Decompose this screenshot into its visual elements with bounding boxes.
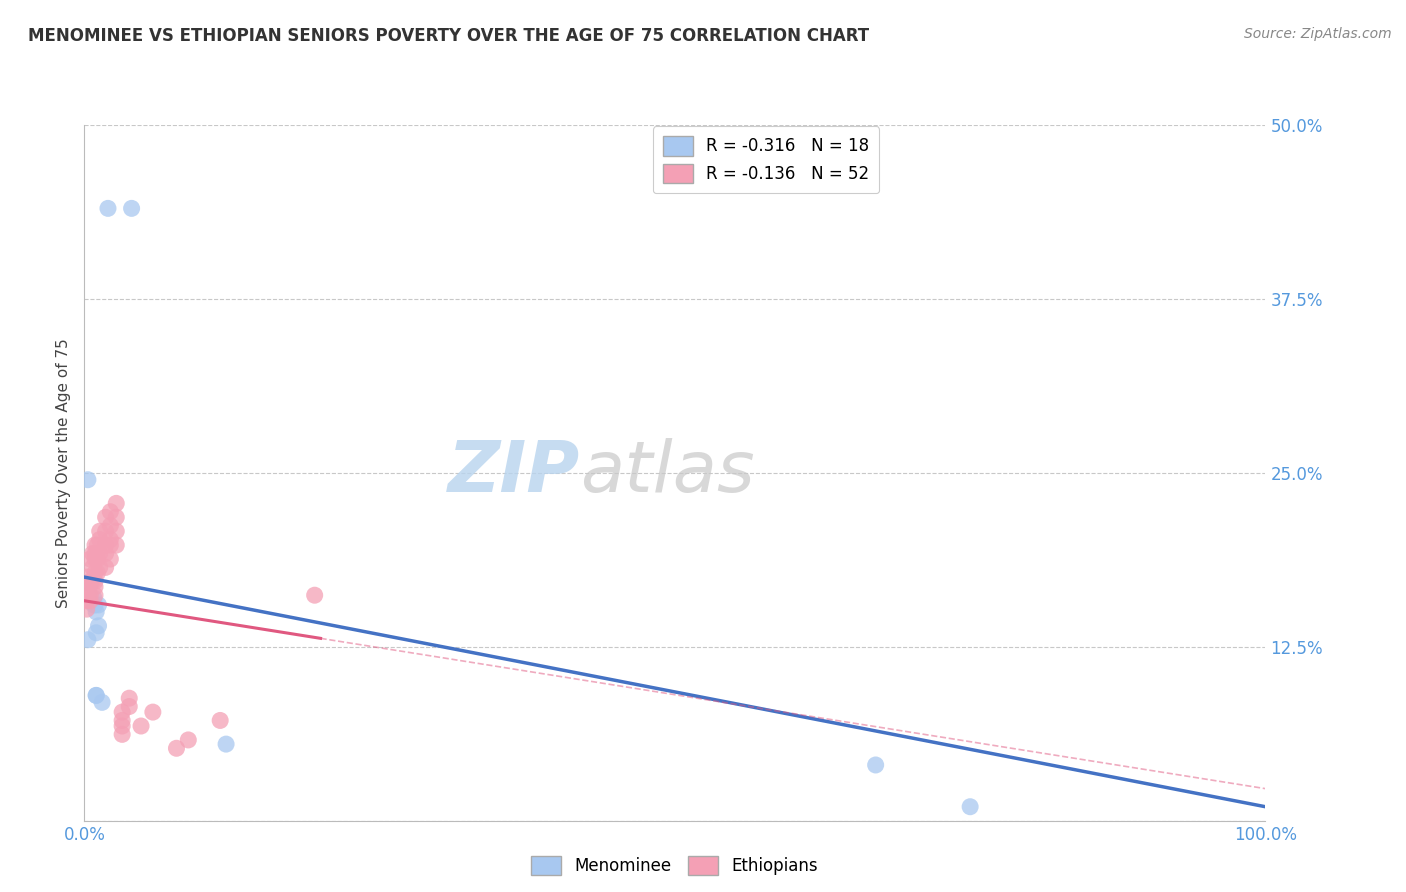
Point <box>76 570 98 584</box>
Point <box>98 538 121 552</box>
Point <box>89 533 111 547</box>
Point <box>79 594 101 608</box>
Point <box>79 577 101 591</box>
Text: ZIP: ZIP <box>449 438 581 508</box>
Point <box>76 588 98 602</box>
Point <box>84 689 107 703</box>
Point <box>118 699 141 714</box>
Point <box>82 546 104 560</box>
Point <box>84 605 107 619</box>
Point <box>84 552 107 566</box>
Point <box>87 619 110 633</box>
Point <box>83 598 105 612</box>
Point <box>84 538 107 552</box>
Point <box>82 560 104 574</box>
Point <box>91 695 114 709</box>
Point <box>98 505 121 519</box>
Point <box>111 727 134 741</box>
Point <box>118 691 141 706</box>
Point <box>215 737 238 751</box>
Point <box>84 588 107 602</box>
Point <box>94 524 117 539</box>
Point <box>98 518 121 533</box>
Point <box>79 588 101 602</box>
Point <box>142 705 165 719</box>
Point <box>97 202 120 216</box>
Point <box>105 538 128 552</box>
Point <box>76 594 98 608</box>
Point <box>105 510 128 524</box>
Point <box>84 574 107 589</box>
Point <box>77 632 100 647</box>
Point <box>89 546 111 560</box>
Point <box>94 546 117 560</box>
Point <box>82 574 104 589</box>
Point <box>84 689 107 703</box>
Point <box>166 741 188 756</box>
Point <box>86 566 108 580</box>
Point <box>959 799 981 814</box>
Point <box>209 714 232 728</box>
Text: Source: ZipAtlas.com: Source: ZipAtlas.com <box>1244 27 1392 41</box>
Point <box>98 552 121 566</box>
Point <box>89 524 111 539</box>
Point <box>105 524 128 539</box>
Point <box>86 538 108 552</box>
Point <box>111 705 134 719</box>
Point <box>111 719 134 733</box>
Point <box>84 566 107 580</box>
Point <box>94 538 117 552</box>
Y-axis label: Seniors Poverty Over the Age of 75: Seniors Poverty Over the Age of 75 <box>56 338 72 607</box>
Point <box>83 591 105 605</box>
Point <box>177 733 200 747</box>
Point <box>121 202 143 216</box>
Point <box>111 714 134 728</box>
Legend: Menominee, Ethiopians: Menominee, Ethiopians <box>524 849 825 882</box>
Point <box>84 598 107 612</box>
Point <box>84 580 107 594</box>
Point <box>865 758 887 772</box>
Point <box>76 602 98 616</box>
Point <box>94 510 117 524</box>
Text: atlas: atlas <box>581 438 755 508</box>
Point <box>79 552 101 566</box>
Point <box>304 588 326 602</box>
Point <box>84 625 107 640</box>
Point <box>87 598 110 612</box>
Point <box>84 546 107 560</box>
Point <box>89 560 111 574</box>
Point <box>105 496 128 510</box>
Point <box>77 473 100 487</box>
Point <box>79 574 101 589</box>
Point <box>129 719 152 733</box>
Point <box>86 552 108 566</box>
Point <box>98 533 121 547</box>
Point <box>76 580 98 594</box>
Text: MENOMINEE VS ETHIOPIAN SENIORS POVERTY OVER THE AGE OF 75 CORRELATION CHART: MENOMINEE VS ETHIOPIAN SENIORS POVERTY O… <box>28 27 869 45</box>
Point <box>94 560 117 574</box>
